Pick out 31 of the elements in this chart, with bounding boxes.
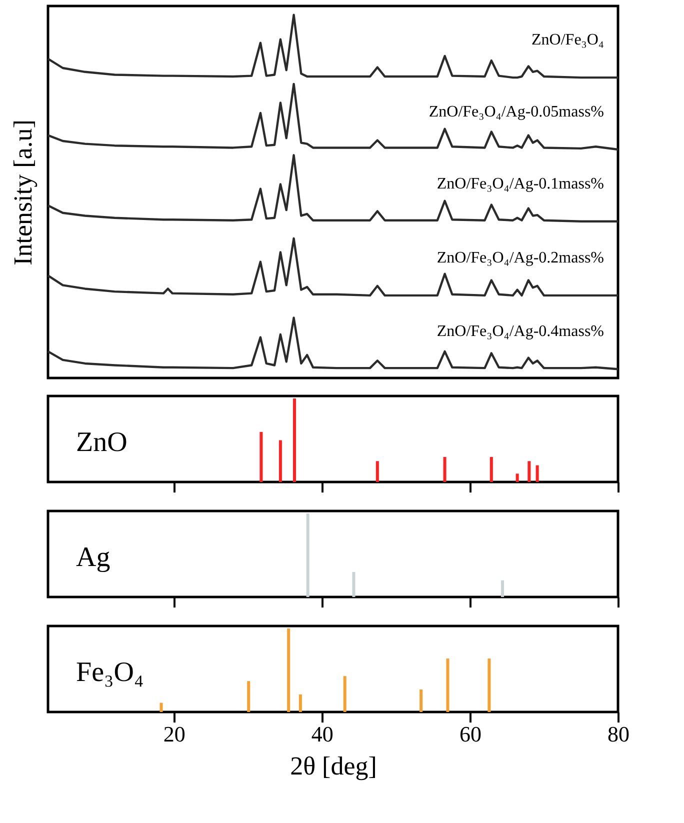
text: Ag (76, 542, 110, 573)
bar (376, 461, 379, 482)
bar (536, 465, 539, 482)
bar (260, 432, 263, 482)
x-axis-title: 2θ [deg] (290, 752, 377, 780)
bar (420, 689, 423, 712)
bar (160, 702, 163, 712)
x-tick-label: 40 (311, 722, 334, 746)
bar (528, 461, 531, 482)
bar (278, 440, 282, 482)
bar (488, 658, 491, 712)
y-axis-title: Intensity [a.u] (8, 120, 38, 266)
bar (343, 676, 346, 712)
series-label: ZnO/Fe₃O₄/Ag-0.2mass% (436, 249, 604, 266)
bar (516, 474, 519, 482)
bar (443, 456, 446, 482)
bar (287, 628, 290, 712)
x-tick-label: 60 (459, 722, 482, 746)
bar (446, 658, 450, 712)
series-label: ZnO/Fe₃O₄/Ag-0.1mass% (436, 175, 604, 192)
bar (293, 398, 296, 482)
bar (298, 694, 302, 712)
text: ZnO (76, 427, 128, 458)
series-label: ZnO/Fe₃O₄ (532, 31, 604, 48)
series-label: ZnO/Fe₃O₄/Ag-0.05mass% (428, 103, 604, 120)
x-tick-label: 20 (163, 722, 186, 746)
bar (490, 456, 493, 482)
bar (247, 681, 250, 712)
series-label: ZnO/Fe₃O₄/Ag-0.4mass% (436, 323, 604, 340)
series-label: Fe₃O₄ (76, 657, 144, 688)
x-tick-label: 80 (608, 722, 630, 746)
